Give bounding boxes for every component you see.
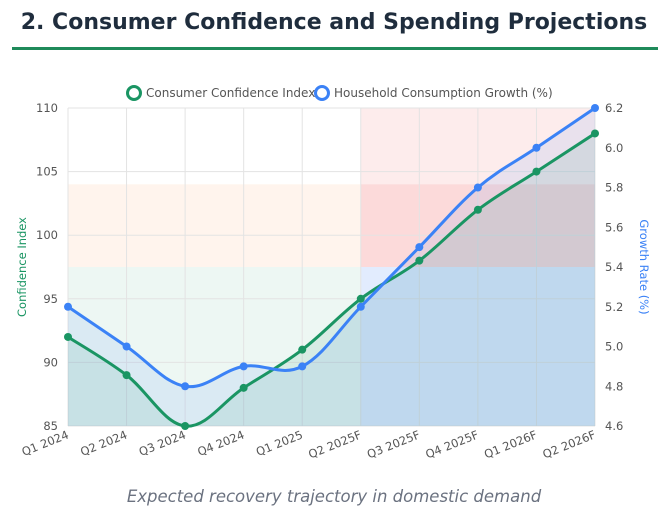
consumption-point bbox=[473, 183, 482, 192]
confidence-point bbox=[356, 294, 365, 303]
consumption-point bbox=[181, 382, 190, 391]
y-right-tick-label: 5.6 bbox=[605, 220, 623, 234]
x-tick-label: Q1 2025 bbox=[254, 428, 305, 459]
x-tick-label: Q3 2024 bbox=[137, 428, 188, 459]
consumption-legend-label: Household Consumption Growth (%) bbox=[334, 86, 553, 100]
confidence-point bbox=[239, 383, 248, 392]
confidence-point bbox=[298, 345, 307, 354]
grid-lines bbox=[67, 107, 596, 427]
confidence-point bbox=[473, 205, 482, 214]
background-band-1 bbox=[68, 184, 361, 267]
y-right-tick-label: 5.4 bbox=[605, 260, 623, 274]
x-tick-label: Q1 2026F bbox=[482, 428, 539, 462]
confidence-legend-label: Consumer Confidence Index bbox=[146, 86, 315, 100]
page-title: 2. Consumer Confidence and Spending Proj… bbox=[20, 10, 648, 35]
series-lines bbox=[66, 106, 597, 428]
y-right-axis-title: Growth Rate (%) bbox=[637, 219, 651, 314]
confidence-spending-chart: 85 90 95 100 105 110 4.6 4.8 5.0 5.2 5.4 5.6 5.8 6.0 6… bbox=[15, 85, 651, 462]
y-left-tick-label: 95 bbox=[43, 292, 58, 306]
series-points bbox=[64, 104, 599, 430]
confidence-point bbox=[532, 167, 541, 176]
x-tick-label: Q2 2024 bbox=[78, 428, 129, 459]
confidence-point bbox=[64, 332, 72, 341]
y-left-tick-label: 110 bbox=[36, 101, 58, 115]
consumption-area bbox=[68, 108, 595, 426]
x-tick-label: Q2 2025F bbox=[306, 428, 363, 462]
consumption-point bbox=[122, 342, 131, 351]
y-right-tick-label: 5.8 bbox=[605, 181, 623, 195]
consumption-point bbox=[356, 302, 365, 311]
consumption-point bbox=[591, 104, 599, 112]
y-right-tick-label: 6.2 bbox=[605, 101, 623, 115]
y-right-tick-label: 6.0 bbox=[605, 141, 623, 155]
x-tick-label: Q4 2024 bbox=[195, 428, 246, 459]
x-tick-label: Q4 2025F bbox=[423, 428, 480, 462]
consumption-point bbox=[532, 143, 541, 152]
y-left-axis-title: Confidence Index bbox=[15, 217, 29, 317]
consumption-point bbox=[239, 362, 248, 371]
confidence-point bbox=[591, 129, 599, 138]
y-right-tick-label: 4.6 bbox=[605, 419, 623, 433]
y-right-tick-label: 5.2 bbox=[605, 300, 623, 314]
confidence-area bbox=[68, 133, 595, 427]
x-tick-label: Q2 2026F bbox=[541, 428, 598, 462]
y-left-tick-label: 100 bbox=[36, 228, 58, 242]
title-divider bbox=[12, 47, 658, 50]
consumption-legend-marker bbox=[314, 85, 330, 101]
consumption-line bbox=[66, 106, 597, 389]
confidence-line bbox=[66, 131, 597, 428]
y-right-tick-label: 5.0 bbox=[605, 340, 623, 354]
confidence-point bbox=[122, 371, 131, 380]
legend: Consumer Confidence Index Household Consu… bbox=[126, 85, 553, 101]
confidence-point bbox=[415, 256, 424, 265]
y-left-tick-label: 105 bbox=[36, 165, 58, 179]
series-areas bbox=[68, 108, 595, 427]
y-left-tick-label: 85 bbox=[43, 419, 58, 433]
y-left-tick-label: 90 bbox=[43, 355, 58, 369]
consumption-point bbox=[298, 362, 307, 371]
consumption-point bbox=[415, 243, 424, 252]
confidence-legend-marker bbox=[126, 85, 142, 101]
y-right-tick-label: 4.8 bbox=[605, 379, 623, 393]
x-tick-label: Q3 2025F bbox=[365, 428, 422, 462]
confidence-point bbox=[181, 422, 190, 430]
chart-caption: Expected recovery trajectory in domestic… bbox=[126, 487, 542, 506]
background-band-0 bbox=[68, 267, 361, 426]
consumption-point bbox=[64, 302, 72, 311]
